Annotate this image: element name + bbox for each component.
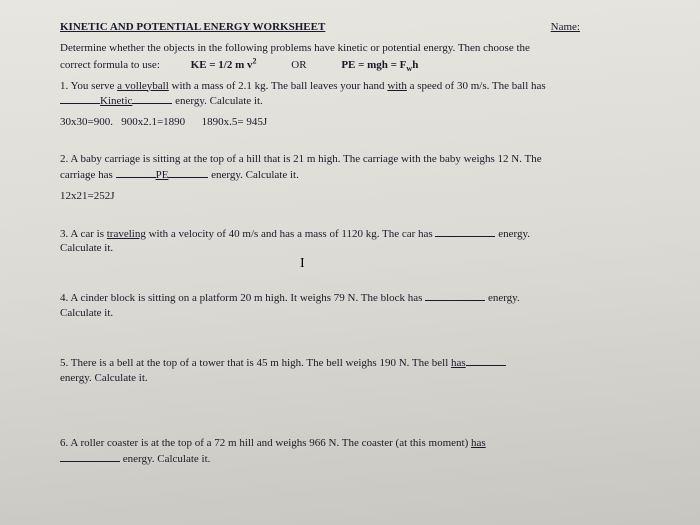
problem-5: 5. There is a bell at the top of a tower… bbox=[60, 355, 640, 386]
answer-kinetic: Kinetic bbox=[100, 95, 132, 107]
pe-formula: PE = mgh = Fwh bbox=[341, 59, 418, 71]
text-cursor-icon: I bbox=[300, 255, 305, 274]
blank bbox=[60, 93, 100, 104]
problem-6: 6. A roller coaster is at the top of a 7… bbox=[60, 436, 640, 467]
problem-1-work: 30x30=900. 900x2.1=1890 1890x.5= 945J bbox=[60, 115, 640, 130]
problem-1: 1. You serve a volleyball with a mass of… bbox=[60, 79, 640, 110]
blank bbox=[132, 93, 172, 104]
intro-text: Determine whether the objects in the fol… bbox=[60, 41, 640, 56]
worksheet-title: KINETIC AND POTENTIAL ENERGY WORKSHEET bbox=[60, 20, 325, 35]
answer-pe: PE bbox=[156, 169, 169, 181]
problem-2: 2. A baby carriage is sitting at the top… bbox=[60, 152, 640, 183]
formula-label: correct formula to use: bbox=[60, 59, 160, 71]
formula-row: correct formula to use: KE = 1/2 m v2 OR… bbox=[60, 58, 640, 73]
blank bbox=[168, 167, 208, 178]
problem-3: 3. A car is traveling with a velocity of… bbox=[60, 226, 640, 257]
blank bbox=[435, 226, 495, 237]
or-text: OR bbox=[291, 59, 306, 71]
worksheet-page: KINETIC AND POTENTIAL ENERGY WORKSHEET N… bbox=[0, 0, 700, 525]
ke-formula: KE = 1/2 m v2 bbox=[191, 59, 257, 71]
problem-2-work: 12x21=252J bbox=[60, 189, 640, 204]
blank bbox=[466, 355, 506, 366]
blank bbox=[425, 290, 485, 301]
blank bbox=[116, 167, 156, 178]
name-label: Name: bbox=[551, 20, 640, 35]
header-row: KINETIC AND POTENTIAL ENERGY WORKSHEET N… bbox=[60, 20, 640, 35]
blank bbox=[60, 451, 120, 462]
problem-4: 4. A cinder block is sitting on a platfo… bbox=[60, 290, 640, 321]
